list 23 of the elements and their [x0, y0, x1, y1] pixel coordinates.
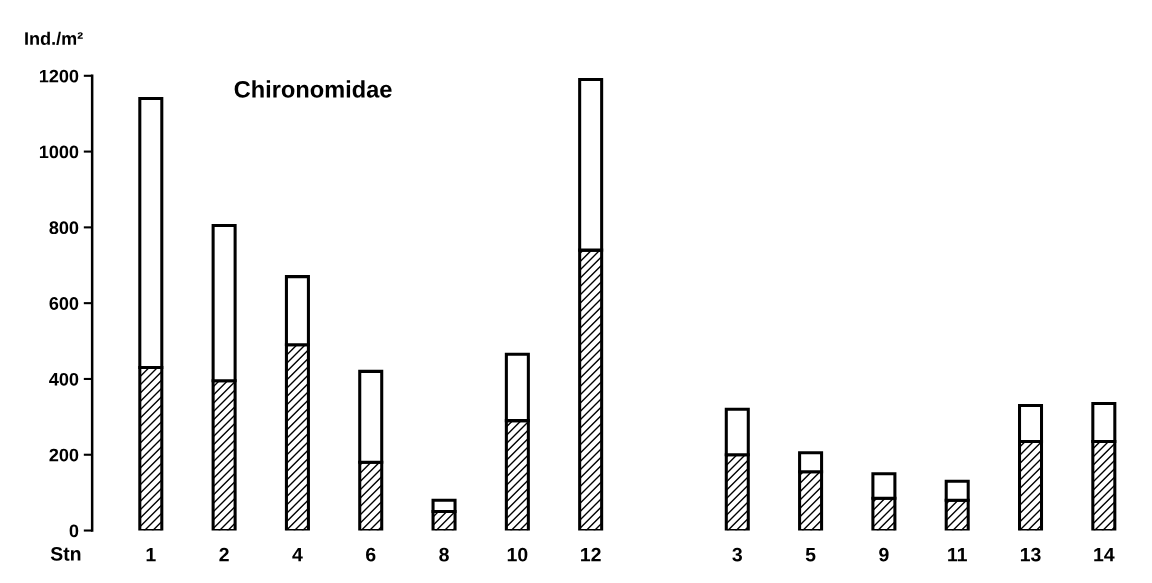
x-tick-label: 8: [439, 547, 449, 562]
x-tick-label: 5: [805, 547, 816, 562]
x-tick-label: 10: [507, 547, 528, 562]
x-tick-label: 4: [292, 547, 303, 562]
x-tick-label: 6: [366, 547, 376, 562]
y-tick-label: 400: [49, 372, 79, 386]
chart-title: Chironomidae: [234, 80, 392, 98]
x-tick-label: 2: [219, 547, 229, 562]
y-tick-label: 800: [49, 221, 79, 235]
x-tick-label: 9: [879, 547, 889, 562]
x-tick-label: 11: [948, 547, 967, 562]
x-tick-label: 12: [581, 547, 601, 562]
x-tick-label: 14: [1094, 547, 1115, 562]
x-tick-label: 13: [1020, 547, 1041, 562]
y-tick-label: 200: [49, 448, 79, 462]
y-tick-label: 0: [69, 524, 79, 538]
x-axis-title: Stn: [50, 546, 81, 561]
y-axis-title: Ind./m²: [25, 31, 83, 46]
y-tick-label: 600: [49, 297, 79, 310]
y-tick-label: 1000: [39, 145, 79, 159]
x-tick-label: 1: [146, 547, 156, 562]
y-tick-label: 1200: [39, 69, 79, 83]
x-tick-label: 3: [732, 547, 742, 562]
